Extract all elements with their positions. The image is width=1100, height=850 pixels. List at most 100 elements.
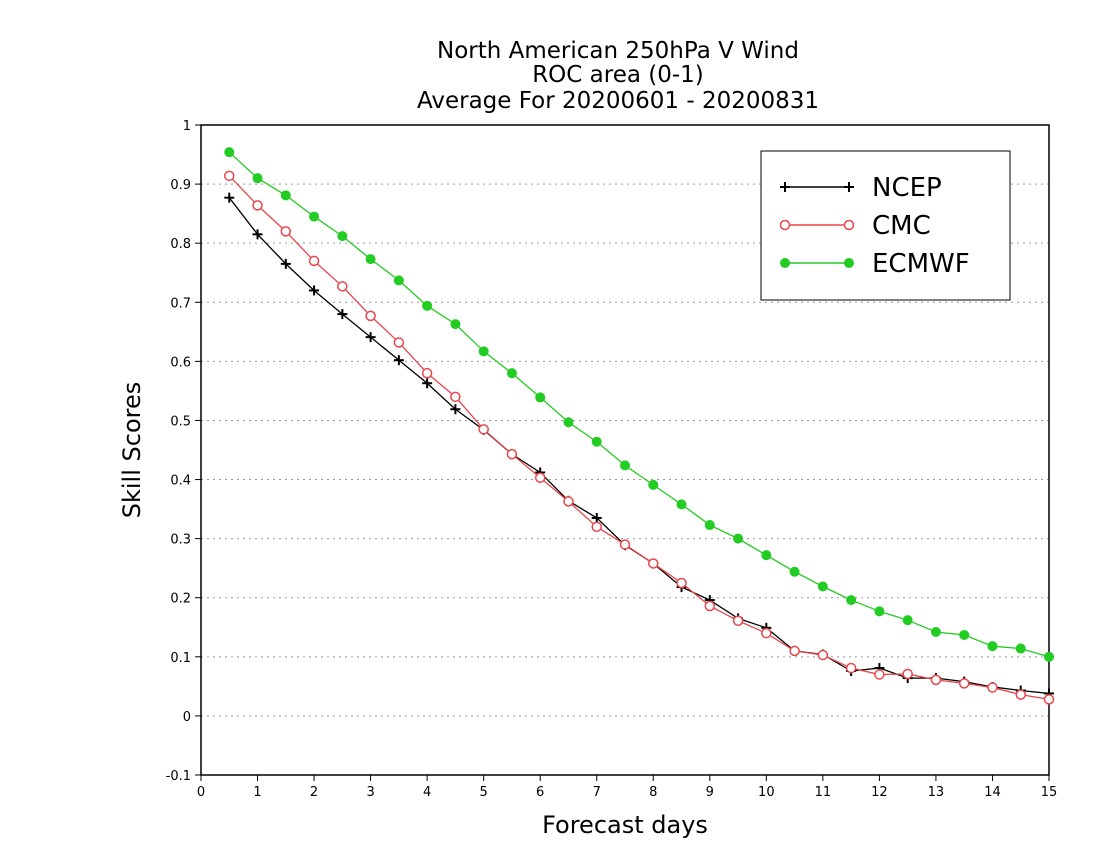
data-point-ecmwf [789,566,800,577]
y-tick-label: 0.6 [170,355,191,370]
y-tick-label: 0.4 [170,474,191,489]
data-point-ecmwf [987,641,998,652]
data-point-ecmwf [959,629,970,640]
x-tick-label: 1 [253,785,261,800]
x-tick-label: 3 [366,785,374,800]
x-tick-label: 15 [1041,785,1058,800]
y-tick-label: 0.7 [170,296,191,311]
axis-ticks: -0.100.10.20.30.40.50.60.70.80.910 1 2 3 4 5 6… [166,119,1058,800]
chart-title: North American 250hPa V Wind [437,38,799,64]
data-point-ecmwf [563,417,574,428]
x-tick-label: 7 [593,785,601,800]
data-point-cmc [676,577,687,589]
data-point-ecmwf [1044,651,1054,662]
data-point-cmc [534,472,546,484]
data-point-ecmwf [648,479,659,490]
data-point-cmc [761,627,772,639]
series-layer [224,147,1055,705]
legend-marker-ecmwf [780,258,790,268]
data-point-cmc [421,367,433,379]
data-point-cmc [817,649,829,661]
y-tick-label: 0.3 [170,533,191,548]
data-point-ecmwf [733,533,744,544]
data-point-ecmwf [761,550,772,561]
data-point-cmc [337,281,348,292]
legend-marker-ncep [844,182,854,192]
data-point-cmc [563,496,574,507]
legend-label-ncep: NCEP [872,173,942,203]
data-point-ncep [422,378,433,389]
data-point-cmc [591,521,602,533]
data-point-ecmwf [450,319,461,330]
legend-item-ncep: NCEP [780,173,942,203]
data-point-cmc [252,200,263,211]
data-point-ncep [591,512,602,523]
x-tick-label: 5 [480,785,488,800]
data-point-ncep [393,355,404,366]
legend-marker-cmc [779,219,791,231]
data-point-cmc [874,669,885,680]
data-point-ncep [309,285,320,296]
legend-marker-ecmwf [844,258,854,268]
x-tick-label: 4 [423,785,431,800]
data-point-ecmwf [704,520,715,531]
x-tick-label: 11 [815,785,832,800]
data-point-cmc [393,337,405,348]
data-point-ecmwf [676,499,687,510]
data-point-ncep [365,332,376,343]
data-point-cmc [224,170,235,182]
data-point-ecmwf [309,211,320,222]
data-point-cmc [930,674,942,686]
series-ecmwf [224,147,1054,662]
data-point-ecmwf [280,190,291,201]
plot-area-frame [200,124,1050,776]
data-point-ncep [252,229,263,240]
data-point-cmc [845,662,857,674]
data-point-ncep [337,309,348,320]
series-line-ecmwf [228,151,1050,658]
x-tick-label: 2 [310,785,318,800]
legend-item-ecmwf: ECMWF [780,249,970,279]
data-point-cmc [506,448,518,460]
data-point-ecmwf [422,300,433,311]
data-point-ecmwf [817,581,828,592]
chart-subtitle-1: ROC area (0-1) [532,62,704,88]
data-point-cmc [308,255,320,267]
x-tick-label: 12 [871,785,888,800]
data-point-cmc [789,645,800,657]
data-point-ecmwf [535,392,546,403]
data-point-cmc [450,391,461,403]
y-axis-label: Skill Scores [118,382,146,519]
data-point-ecmwf [1015,643,1026,654]
data-point-cmc [1015,689,1026,700]
data-point-ecmwf [478,346,489,357]
data-point-cmc [1043,694,1055,705]
legend-item-cmc: CMC [779,211,931,241]
legend-marker-ncep [780,182,790,192]
data-point-ncep [280,258,291,269]
data-point-ecmwf [930,627,941,637]
x-tick-label: 9 [706,785,714,800]
data-point-ecmwf [902,615,913,626]
data-point-ecmwf [620,460,630,471]
data-point-ecmwf [224,147,235,158]
y-tick-label: 0 [183,710,191,725]
data-point-cmc [365,310,376,322]
y-tick-label: 0.1 [170,651,191,666]
data-point-cmc [732,615,744,627]
y-tick-label: 0.5 [170,414,191,429]
data-point-ecmwf [252,173,263,184]
data-point-ecmwf [337,231,348,242]
y-tick-label: 0.8 [170,237,191,252]
data-point-cmc [902,668,913,680]
data-point-cmc [958,678,970,689]
x-tick-label: 8 [649,785,657,800]
data-point-cmc [704,600,716,612]
data-point-ecmwf [393,275,404,286]
data-point-cmc [619,539,631,550]
legend: NCEP CMC ECMWF [760,150,1011,301]
x-tick-label: 13 [928,785,945,800]
series-cmc [224,170,1055,705]
legend-marker-cmc [843,219,855,231]
